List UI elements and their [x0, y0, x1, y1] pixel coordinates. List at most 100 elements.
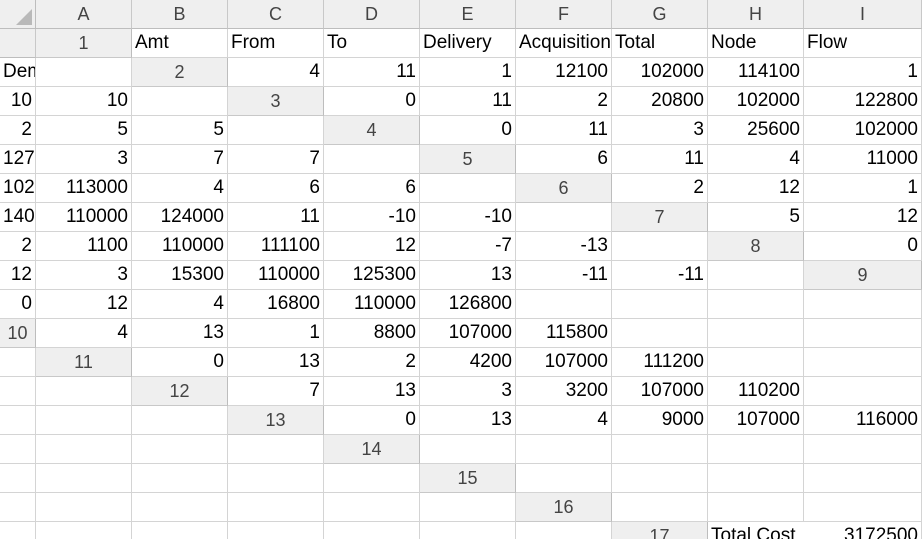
- cell-i12[interactable]: [36, 406, 132, 435]
- cell-c9[interactable]: 4: [132, 290, 228, 319]
- cell-j16[interactable]: [516, 522, 612, 539]
- row-header-1[interactable]: 1: [36, 29, 132, 58]
- cell-h12[interactable]: [0, 406, 36, 435]
- cell-f9[interactable]: 126800: [420, 290, 516, 319]
- cell-h7[interactable]: -7: [420, 232, 516, 261]
- cell-b15[interactable]: [612, 464, 708, 493]
- row-header-12[interactable]: 12: [132, 377, 228, 406]
- cell-g15[interactable]: [132, 493, 228, 522]
- column-header-a[interactable]: A: [36, 0, 132, 29]
- cell-c12[interactable]: 3: [420, 377, 516, 406]
- cell-b2[interactable]: 11: [324, 58, 420, 87]
- cell-e16[interactable]: [36, 522, 132, 539]
- cell-d15[interactable]: [804, 464, 922, 493]
- cell-e13[interactable]: 107000: [708, 406, 804, 435]
- cell-f7[interactable]: 111100: [228, 232, 324, 261]
- cell-f4[interactable]: 127600: [0, 145, 36, 174]
- cell-e6[interactable]: 110000: [36, 203, 132, 232]
- cell-b4[interactable]: 11: [516, 116, 612, 145]
- cell-a2[interactable]: 4: [228, 58, 324, 87]
- cell-e12[interactable]: 107000: [612, 377, 708, 406]
- cell-a4[interactable]: 0: [420, 116, 516, 145]
- cell-a8[interactable]: 0: [804, 232, 922, 261]
- cell-g13[interactable]: [0, 435, 36, 464]
- cell-f8[interactable]: 125300: [324, 261, 420, 290]
- cell-h6[interactable]: -10: [324, 203, 420, 232]
- row-header-15[interactable]: 15: [420, 464, 516, 493]
- cell-j15[interactable]: [420, 493, 516, 522]
- cell-e3[interactable]: 102000: [708, 87, 804, 116]
- cell-i6[interactable]: -10: [420, 203, 516, 232]
- cell-b10[interactable]: 13: [132, 319, 228, 348]
- header-cell-demand[interactable]: Demand: [0, 58, 36, 87]
- total-cost-label[interactable]: Total Cost: [708, 522, 804, 539]
- cell-i8[interactable]: -11: [612, 261, 708, 290]
- cell-d16[interactable]: [0, 522, 36, 539]
- cell-i14[interactable]: [228, 464, 324, 493]
- cell-a7[interactable]: 5: [708, 203, 804, 232]
- header-cell-delivery[interactable]: Delivery: [420, 29, 516, 58]
- column-header-j[interactable]: [0, 29, 36, 58]
- column-header-d[interactable]: D: [324, 0, 420, 29]
- cell-a11[interactable]: 0: [132, 348, 228, 377]
- cell-f11[interactable]: 111200: [612, 348, 708, 377]
- header-cell-flow[interactable]: Flow: [804, 29, 922, 58]
- cell-b5[interactable]: 11: [612, 145, 708, 174]
- cell-f16[interactable]: [132, 522, 228, 539]
- cell-c11[interactable]: 2: [324, 348, 420, 377]
- cell-c16[interactable]: [804, 493, 922, 522]
- cell-d13[interactable]: 9000: [612, 406, 708, 435]
- cell-c3[interactable]: 2: [516, 87, 612, 116]
- cell-g2[interactable]: 1: [804, 58, 922, 87]
- cell-e11[interactable]: 107000: [516, 348, 612, 377]
- cell-c4[interactable]: 3: [612, 116, 708, 145]
- cell-i10[interactable]: [804, 319, 922, 348]
- row-header-7[interactable]: 7: [612, 203, 708, 232]
- cell-g12[interactable]: [804, 377, 922, 406]
- cell-j7[interactable]: [612, 232, 708, 261]
- cell-g7[interactable]: 12: [324, 232, 420, 261]
- cell-a12[interactable]: 7: [228, 377, 324, 406]
- cell-i3[interactable]: 5: [132, 116, 228, 145]
- select-all-corner[interactable]: [0, 0, 36, 29]
- cell-j5[interactable]: [420, 174, 516, 203]
- cell-d6[interactable]: 14000: [0, 203, 36, 232]
- cell-g16[interactable]: [228, 522, 324, 539]
- cell-c8[interactable]: 3: [36, 261, 132, 290]
- cell-c13[interactable]: 4: [516, 406, 612, 435]
- cell-b11[interactable]: 13: [228, 348, 324, 377]
- cell-c14[interactable]: [612, 435, 708, 464]
- column-header-f[interactable]: F: [516, 0, 612, 29]
- cell-i16[interactable]: [420, 522, 516, 539]
- cell-f10[interactable]: 115800: [516, 319, 612, 348]
- cell-f3[interactable]: 122800: [804, 87, 922, 116]
- cell-e5[interactable]: 102000: [0, 174, 36, 203]
- cell-g3[interactable]: 2: [0, 116, 36, 145]
- cell-i13[interactable]: [132, 435, 228, 464]
- cell-c6[interactable]: 1: [804, 174, 922, 203]
- cell-i5[interactable]: 6: [324, 174, 420, 203]
- row-header-8[interactable]: 8: [708, 232, 804, 261]
- cell-i11[interactable]: [0, 377, 36, 406]
- cell-f12[interactable]: 110200: [708, 377, 804, 406]
- cell-d5[interactable]: 11000: [804, 145, 922, 174]
- cell-i2[interactable]: 10: [36, 87, 132, 116]
- cell-a13[interactable]: 0: [324, 406, 420, 435]
- total-cost-value[interactable]: 3172500: [804, 522, 922, 539]
- cell-c10[interactable]: 1: [228, 319, 324, 348]
- cell-b12[interactable]: 13: [324, 377, 420, 406]
- row-header-13[interactable]: 13: [228, 406, 324, 435]
- cell-j10[interactable]: [0, 348, 36, 377]
- row-header-14[interactable]: 14: [324, 435, 420, 464]
- row-header-9[interactable]: 9: [804, 261, 922, 290]
- cell-g10[interactable]: [612, 319, 708, 348]
- column-header-g[interactable]: G: [612, 0, 708, 29]
- cell-f6[interactable]: 124000: [132, 203, 228, 232]
- row-header-2[interactable]: 2: [132, 58, 228, 87]
- row-header-17[interactable]: 17: [612, 522, 708, 539]
- column-header-i[interactable]: I: [804, 0, 922, 29]
- cell-b14[interactable]: [516, 435, 612, 464]
- cell-b13[interactable]: 13: [420, 406, 516, 435]
- cell-a15[interactable]: [516, 464, 612, 493]
- cell-i9[interactable]: [708, 290, 804, 319]
